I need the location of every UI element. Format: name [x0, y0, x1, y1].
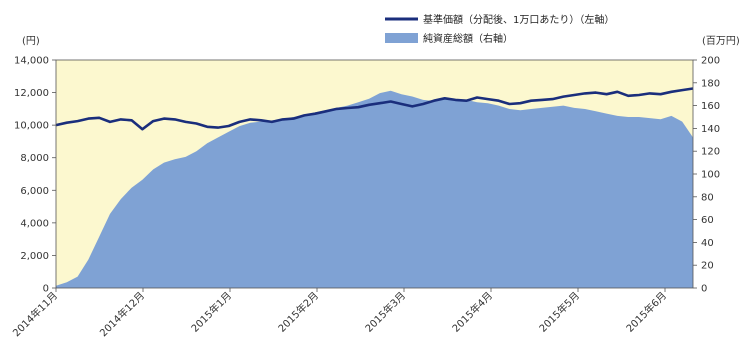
right-tick-label: 60 — [701, 215, 714, 226]
left-tick-label: 14,000 — [14, 56, 49, 67]
right-axis: 0 20 40 60 80 100 120 140 160 180 200 — [693, 56, 720, 295]
x-tick-label: 2015年4月 — [449, 289, 495, 335]
net-assets-area — [56, 90, 693, 288]
x-tick-label: 2015年3月 — [362, 289, 408, 335]
left-tick-label: 6,000 — [20, 186, 49, 197]
x-tick-label: 2014年11月 — [10, 289, 60, 339]
x-tick-label: 2015年6月 — [623, 289, 669, 335]
x-tick-label: 2015年1月 — [188, 289, 234, 335]
right-tick-label: 160 — [701, 101, 720, 112]
legend-label-net-assets: 純資産総額（右軸） — [423, 32, 513, 45]
right-tick-label: 20 — [701, 261, 714, 272]
right-tick-label: 100 — [701, 170, 720, 181]
right-tick-label: 80 — [701, 192, 714, 203]
right-tick-label: 140 — [701, 124, 720, 135]
x-tick-label: 2014年12月 — [97, 289, 147, 339]
right-tick-label: 180 — [701, 78, 720, 89]
right-tick-label: 40 — [701, 238, 714, 249]
legend-area-swatch — [385, 33, 418, 43]
left-tick-label: 2,000 — [20, 251, 49, 262]
legend-label-nav: 基準価額（分配後、1万口あたり）（左軸） — [423, 13, 614, 26]
x-axis: 2014年11月 2014年12月 2015年1月 2015年2月 2015年3月 201… — [10, 288, 669, 339]
x-tick-label: 2015年2月 — [275, 289, 321, 335]
legend: 基準価額（分配後、1万口あたり）（左軸） 純資産総額（右軸） — [385, 13, 614, 45]
right-tick-label: 0 — [701, 284, 707, 295]
left-tick-label: 8,000 — [20, 153, 49, 164]
right-tick-label: 200 — [701, 56, 720, 67]
left-axis-unit: (円) — [22, 36, 40, 47]
left-tick-label: 0 — [43, 284, 49, 295]
left-tick-label: 12,000 — [14, 88, 49, 99]
right-tick-label: 120 — [701, 147, 720, 158]
left-axis: 0 2,000 4,000 6,000 8,000 10,000 12,000 14,000 — [14, 56, 56, 295]
nav-line — [55, 87, 694, 131]
left-tick-label: 10,000 — [14, 121, 49, 132]
x-tick-label: 2015年5月 — [536, 289, 582, 335]
right-axis-unit: (百万円) — [702, 35, 740, 47]
left-tick-label: 4,000 — [20, 218, 49, 229]
